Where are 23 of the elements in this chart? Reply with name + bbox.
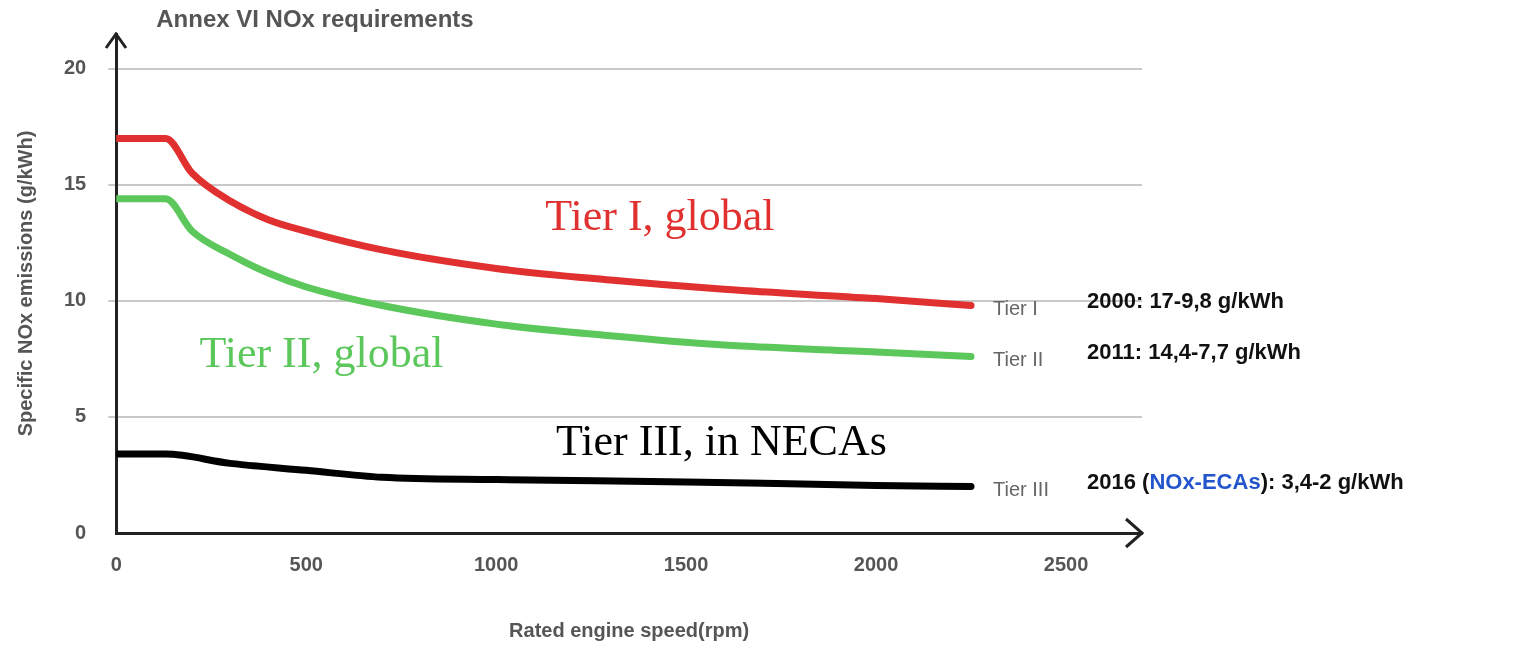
y-axis-title: Specific NOx emissions (g/kWh) [13, 130, 36, 437]
x-tick-label: 2500 [1043, 552, 1089, 575]
x-tick-label: 1500 [663, 552, 709, 575]
series-label: Tier III [993, 478, 1049, 501]
x-tick-label: 500 [289, 552, 323, 575]
x-tick-label: 2000 [853, 552, 899, 575]
series-label: Tier II [993, 348, 1044, 371]
x-tick-label: 1000 [473, 552, 519, 575]
annotation: 2000: 17-9,8 g/kWh [1087, 287, 1284, 313]
chart-title: Annex VI NOx requirements [156, 4, 474, 32]
y-tick-label: 0 [75, 520, 87, 543]
annotation: Tier II, global [199, 328, 444, 378]
y-tick-label: 15 [64, 172, 87, 195]
x-tick-label: 0 [110, 552, 122, 575]
series-label: Tier I [993, 297, 1038, 320]
x-axis-title: Rated engine speed(rpm) [509, 618, 750, 641]
annotation: 2016 (NOx-ECAs): 3,4-2 g/kWh [1087, 468, 1404, 494]
y-tick-label: 20 [64, 56, 87, 79]
annotation: 2011: 14,4-7,7 g/kWh [1087, 338, 1301, 364]
annotation: Tier III, in NECAs [556, 415, 887, 465]
y-tick-label: 5 [75, 404, 87, 427]
y-tick-label: 10 [64, 288, 87, 311]
annotation: Tier I, global [545, 191, 775, 241]
